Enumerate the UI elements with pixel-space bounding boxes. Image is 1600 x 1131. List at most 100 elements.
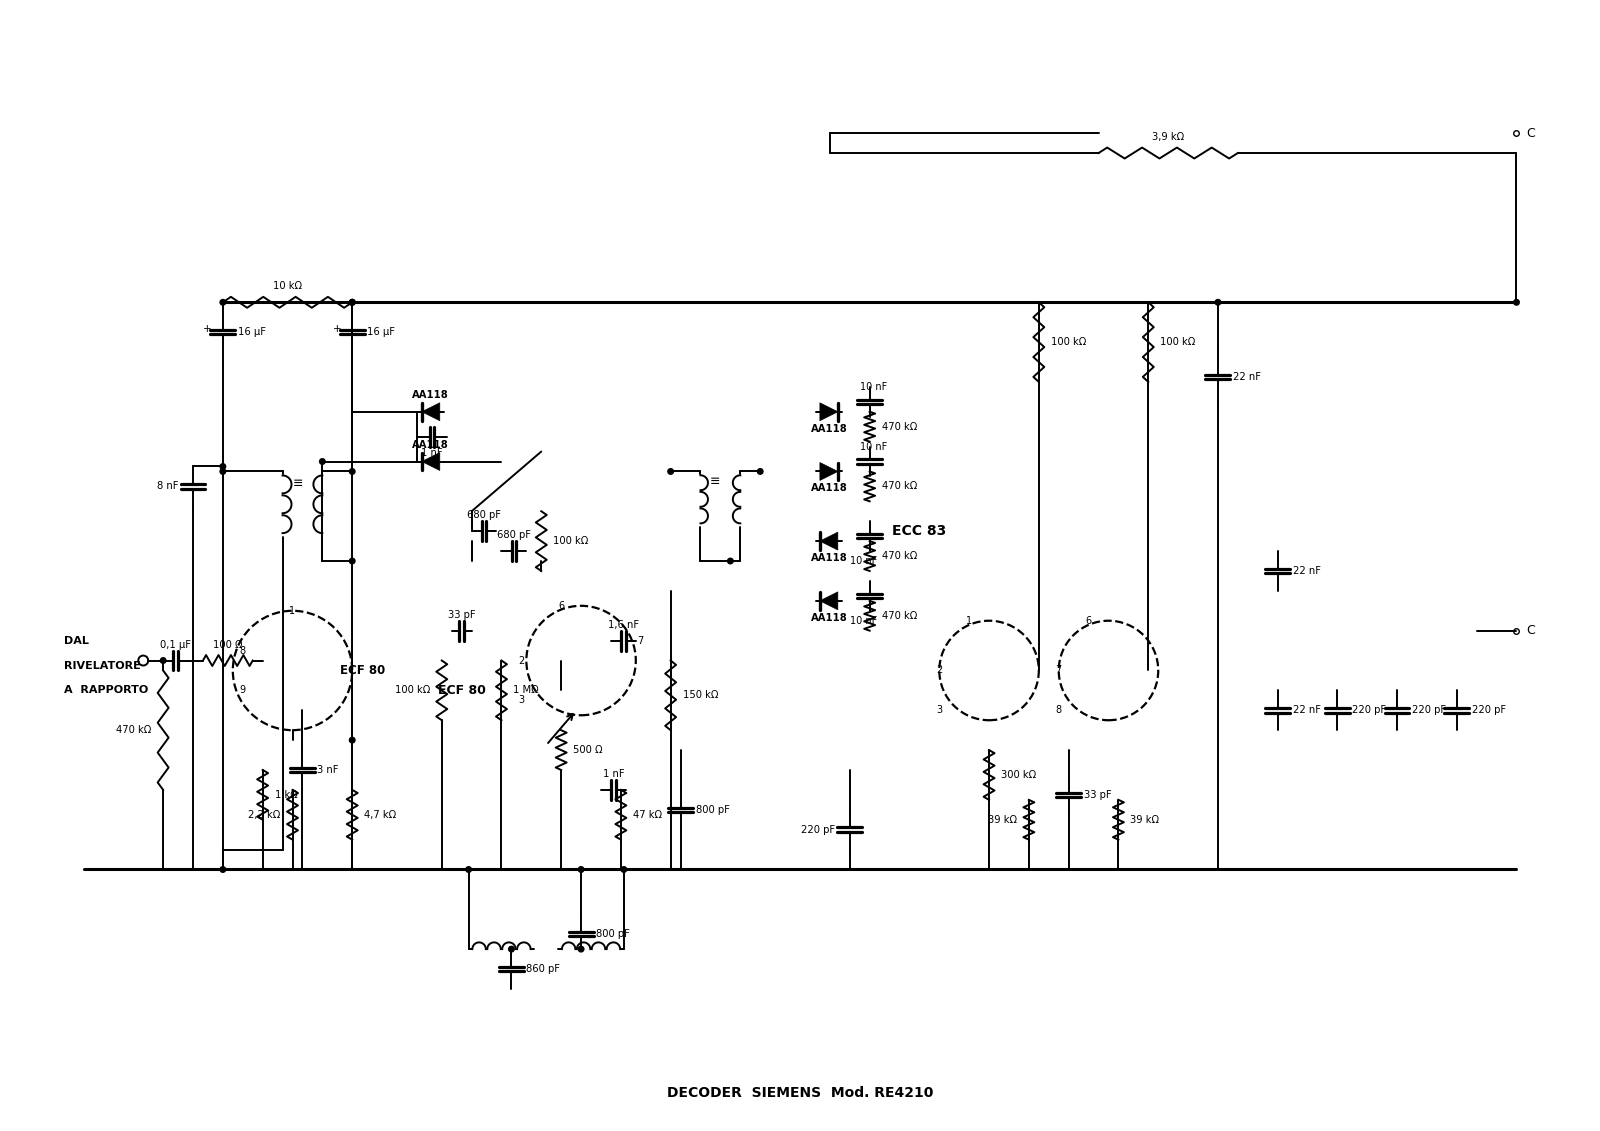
Polygon shape: [422, 403, 440, 421]
Text: 1,6 nF: 1,6 nF: [608, 620, 638, 630]
Text: 2,2 kΩ: 2,2 kΩ: [248, 810, 280, 820]
Text: 680 pF: 680 pF: [467, 510, 501, 520]
Text: 8: 8: [240, 646, 246, 656]
Circle shape: [349, 737, 355, 743]
Text: RIVELATORE: RIVELATORE: [64, 661, 141, 671]
Text: 470 kΩ: 470 kΩ: [882, 482, 917, 491]
Text: 10 nF: 10 nF: [850, 615, 877, 625]
Text: 220 pF: 220 pF: [1472, 706, 1506, 715]
Circle shape: [578, 947, 584, 952]
Circle shape: [728, 559, 733, 564]
Text: ≡: ≡: [710, 475, 720, 489]
Polygon shape: [422, 452, 440, 470]
Circle shape: [349, 300, 355, 305]
Circle shape: [757, 468, 763, 474]
Text: ECF 80: ECF 80: [438, 684, 486, 697]
Text: 680 pF: 680 pF: [498, 530, 531, 541]
Text: ECF 80: ECF 80: [339, 664, 384, 677]
Text: C: C: [1526, 127, 1534, 139]
Circle shape: [1214, 300, 1221, 305]
Text: 7: 7: [1056, 665, 1062, 675]
Text: 0,1 μF: 0,1 μF: [160, 640, 190, 649]
Text: 100 kΩ: 100 kΩ: [1160, 337, 1195, 347]
Text: AA118: AA118: [413, 440, 450, 449]
Text: 3: 3: [936, 706, 942, 715]
Text: 150 kΩ: 150 kΩ: [683, 690, 718, 700]
Text: 10 nF: 10 nF: [859, 441, 886, 451]
Text: 100 kΩ: 100 kΩ: [554, 536, 589, 546]
Text: 10 nF: 10 nF: [850, 556, 877, 566]
Polygon shape: [819, 533, 838, 550]
Text: AA118: AA118: [811, 424, 848, 433]
Text: 22 nF: 22 nF: [1293, 706, 1320, 715]
Text: 1: 1: [290, 606, 296, 615]
Polygon shape: [819, 463, 838, 481]
Text: 470 kΩ: 470 kΩ: [882, 422, 917, 432]
Circle shape: [221, 866, 226, 872]
Circle shape: [349, 300, 355, 305]
Circle shape: [320, 459, 325, 465]
Text: C: C: [1526, 624, 1534, 637]
Text: 39 kΩ: 39 kΩ: [1130, 814, 1160, 824]
Text: 9: 9: [240, 685, 246, 696]
Circle shape: [466, 866, 472, 872]
Text: 33 pF: 33 pF: [448, 610, 475, 620]
Polygon shape: [819, 592, 838, 610]
Circle shape: [509, 947, 514, 952]
Text: 6: 6: [1085, 615, 1091, 625]
Text: 1: 1: [966, 615, 973, 625]
Text: 16 μF: 16 μF: [238, 327, 266, 337]
Text: DAL: DAL: [64, 636, 88, 646]
Text: 3 nF: 3 nF: [317, 765, 339, 775]
Text: 33 pF: 33 pF: [1083, 789, 1112, 800]
Circle shape: [221, 464, 226, 469]
Text: 300 kΩ: 300 kΩ: [1002, 770, 1037, 780]
Circle shape: [349, 468, 355, 474]
Text: 2: 2: [936, 665, 942, 675]
Text: +: +: [203, 323, 211, 334]
Text: 220 pF: 220 pF: [1352, 706, 1386, 715]
Text: 470 kΩ: 470 kΩ: [882, 551, 917, 561]
Text: 220 pF: 220 pF: [800, 824, 835, 835]
Text: AA118: AA118: [413, 390, 450, 400]
Circle shape: [221, 300, 226, 305]
Text: +: +: [333, 323, 341, 334]
Text: 7: 7: [638, 636, 643, 646]
Text: 800 pF: 800 pF: [597, 930, 630, 939]
Text: 8: 8: [1056, 706, 1062, 715]
Text: 800 pF: 800 pF: [696, 805, 730, 814]
Text: 1 nF: 1 nF: [603, 769, 624, 779]
Text: 1 MΩ: 1 MΩ: [514, 685, 539, 696]
Text: 1 nF: 1 nF: [421, 448, 443, 458]
Text: DECODER  SIEMENS  Mod. RE4210: DECODER SIEMENS Mod. RE4210: [667, 1087, 933, 1100]
Text: 100 Ω: 100 Ω: [213, 640, 243, 649]
Circle shape: [349, 559, 355, 564]
Text: 10 nF: 10 nF: [859, 382, 886, 391]
Text: 47 kΩ: 47 kΩ: [634, 810, 662, 820]
Text: 4,7 kΩ: 4,7 kΩ: [365, 810, 397, 820]
Text: 22 nF: 22 nF: [1234, 372, 1261, 382]
Text: 3,9 kΩ: 3,9 kΩ: [1152, 132, 1184, 143]
Circle shape: [160, 658, 166, 663]
Text: 16 μF: 16 μF: [366, 327, 395, 337]
Text: 100 kΩ: 100 kΩ: [1051, 337, 1086, 347]
Text: ≡: ≡: [293, 477, 302, 490]
Text: 860 pF: 860 pF: [526, 964, 560, 974]
Polygon shape: [819, 403, 838, 421]
Text: 1 kΩ: 1 kΩ: [275, 789, 298, 800]
Text: 39 kΩ: 39 kΩ: [987, 814, 1018, 824]
Text: 470 kΩ: 470 kΩ: [115, 725, 152, 735]
Text: ECC 83: ECC 83: [893, 524, 947, 538]
Circle shape: [621, 866, 627, 872]
Text: 22 nF: 22 nF: [1293, 566, 1320, 576]
Text: 2: 2: [518, 656, 525, 665]
Circle shape: [578, 866, 584, 872]
Text: 500 Ω: 500 Ω: [573, 745, 603, 756]
Circle shape: [349, 300, 355, 305]
Circle shape: [667, 468, 674, 474]
Text: 6: 6: [558, 601, 565, 611]
Circle shape: [221, 468, 226, 474]
Circle shape: [1514, 300, 1520, 305]
Text: 10 kΩ: 10 kΩ: [274, 282, 302, 292]
Text: 220 pF: 220 pF: [1411, 706, 1446, 715]
